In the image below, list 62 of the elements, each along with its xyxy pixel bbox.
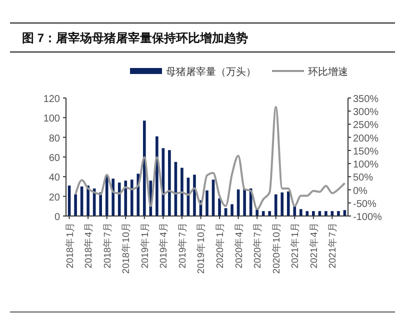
bar [218, 198, 221, 216]
bar [180, 168, 184, 216]
y2-tick-label: 50% [353, 172, 374, 184]
bar [112, 178, 115, 216]
bar [142, 120, 146, 216]
y-tick-label: 0 [54, 212, 60, 223]
x-tick-label: 2021年7月 [326, 222, 339, 268]
x-tick-label: 2021年1月 [289, 222, 302, 268]
bar [274, 194, 278, 216]
bar [286, 191, 290, 216]
bar [99, 192, 102, 216]
y2-tick-label: 100% [353, 160, 379, 171]
bar [230, 204, 234, 216]
bar [337, 211, 340, 216]
bar [105, 174, 108, 216]
y-tick-label: 20 [48, 192, 60, 204]
bar [243, 188, 246, 216]
y-tick-label: 40 [48, 172, 60, 184]
y2-tick-label: 350% [353, 94, 379, 105]
y2-tick-label: 0% [353, 186, 368, 197]
chart-title: 图 7：屠宰场母猪屠宰量保持环比增加趋势 [22, 31, 248, 45]
y2-tick-label: 200% [353, 133, 379, 144]
x-tick-label: 2019年4月 [158, 222, 170, 268]
x-tick-label: 2020年10月 [270, 222, 282, 274]
bar [156, 136, 158, 216]
y2-tick-label: 250% [353, 120, 379, 132]
bar [168, 150, 171, 216]
bar [280, 192, 284, 216]
x-tick-label: 2020年1月 [214, 222, 226, 268]
bar [299, 209, 302, 216]
x-tick-label: 2019年10月 [195, 222, 208, 274]
x-tick-label: 2019年7月 [176, 222, 188, 268]
y-tick-label: 120 [43, 94, 60, 105]
legend-label: 母猪屠宰量（万头） [166, 66, 256, 78]
line-series [74, 106, 346, 210]
x-tick-label: 2018年7月 [101, 222, 114, 268]
y2-tick-label: -50% [353, 198, 376, 210]
x-tick-label: 2019年1月 [138, 222, 151, 268]
y2-tick-label: -100% [353, 212, 382, 223]
bar [306, 211, 309, 216]
x-tick-label: 2018年1月 [64, 222, 76, 268]
x-tick-label: 2020年4月 [232, 222, 245, 268]
bar [324, 211, 328, 216]
y-tick-label: 60 [48, 153, 60, 164]
y-tick-label: 100 [43, 114, 60, 125]
bar [206, 190, 208, 216]
bar [293, 206, 296, 216]
x-tick-label: 2021年4月 [308, 222, 320, 268]
legend-label: 环比增速 [308, 66, 348, 78]
bar [130, 180, 134, 216]
y-tick-label: 80 [48, 133, 60, 144]
x-tick-label: 2020年7月 [252, 222, 264, 268]
y2-tick-label: 300% [353, 107, 379, 118]
x-tick-label: 2018年4月 [82, 222, 95, 268]
x-tick-label: 2018年10月 [120, 222, 132, 274]
bar [268, 211, 272, 216]
bar [74, 194, 77, 216]
bar [193, 174, 196, 216]
bar [118, 182, 121, 216]
y2-tick-label: 150% [353, 146, 379, 158]
bar [124, 180, 128, 216]
bar [312, 211, 315, 216]
